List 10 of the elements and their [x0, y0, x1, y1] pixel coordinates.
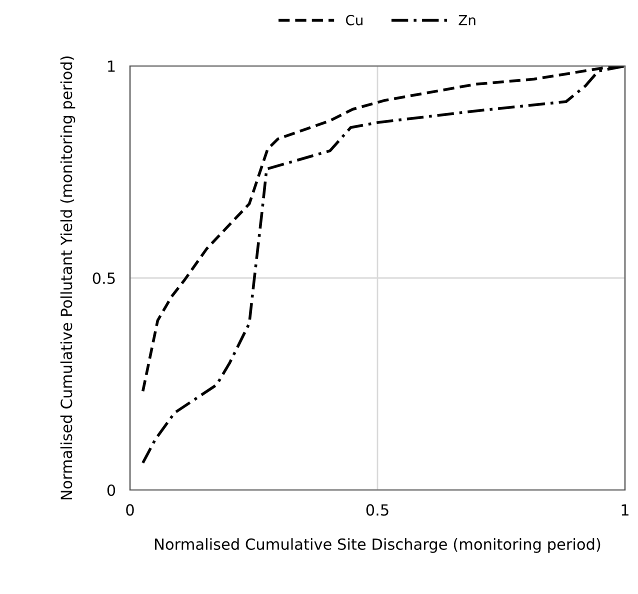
- y-axis-title: Normalised Cumulative Pollutant Yield (monitoring period): [60, 56, 76, 500]
- legend-label: Zn: [458, 15, 476, 26]
- x-tick-label: 1: [622, 504, 628, 516]
- x-tick-label: 0: [126, 504, 134, 516]
- y-tick-label: 1: [108, 60, 115, 72]
- legend-label: Cu: [346, 14, 362, 26]
- y-tick-label: 0: [107, 484, 116, 496]
- y-tick-label: 0.5: [92, 272, 115, 284]
- x-tick-label: 0.5: [366, 504, 388, 516]
- x-axis-title: Normalised Cumulative Site Discharge (monitoring period): [155, 538, 600, 553]
